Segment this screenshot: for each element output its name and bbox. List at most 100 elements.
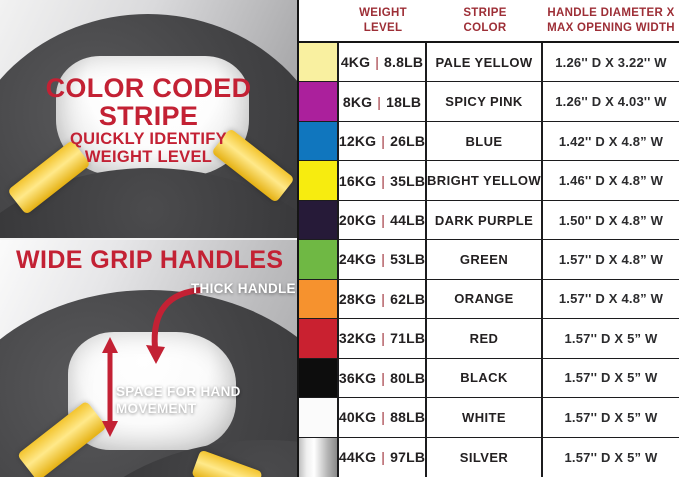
handle-dimensions: 1.26'' D X 4.03'' W: [555, 94, 667, 110]
header-line: MAX OPENING WIDTH: [547, 21, 675, 34]
handle-dimensions: 1.57'' D X 5” W: [564, 449, 658, 465]
weight-separator: |: [381, 133, 386, 150]
weight-lb: 80LB: [390, 369, 426, 386]
handle-dimensions: 1.26'' D X 3.22'' W: [555, 54, 667, 70]
weight-kg: 28KG: [338, 290, 377, 307]
caption-subtitle-line2: WEIGHT LEVEL: [84, 148, 213, 167]
table-row: 44KG | 97LB SILVER 1.57'' D X 5” W: [299, 437, 679, 477]
wide-grip-title: WIDE GRIP HANDLES: [16, 246, 284, 274]
stripe-swatch: [299, 358, 339, 398]
header-line: COLOR: [463, 21, 507, 34]
space-label-line2: MOVEMENT: [116, 400, 197, 416]
stripe-swatch: [299, 398, 339, 437]
weight-level-cell: 36KG | 80LB: [338, 358, 427, 398]
stripe-swatch: [299, 437, 339, 477]
header-line: WEIGHT: [359, 7, 407, 20]
table-row: 32KG | 71LB RED 1.57'' D X 5” W: [299, 319, 679, 359]
table-row: 28KG | 62LB ORANGE 1.57'' D X 4.8” W: [299, 279, 679, 320]
stripe-swatch: [299, 82, 339, 121]
weight-level-cell: 20KG | 44LB: [338, 200, 427, 240]
table-body: 4KG | 8.8LB PALE YELLOW 1.26'' D X 3.22'…: [299, 43, 679, 477]
weight-lb: 18LB: [386, 93, 422, 110]
weight-kg: 16KG: [338, 172, 377, 189]
stripe-swatch: [299, 279, 339, 319]
stripe-color-name: BLUE: [427, 121, 543, 161]
table-row: 36KG | 80LB BLACK 1.57'' D X 5” W: [299, 358, 679, 399]
spec-table: WEIGHT LEVEL STRIPE COLOR HANDLE DIAMETE…: [297, 0, 679, 477]
caption-subtitle-line1: QUICKLY IDENTIFY: [70, 130, 227, 149]
handle-dimensions: 1.57'' D X 4.8” W: [558, 251, 664, 267]
header-stripe-color: STRIPE COLOR: [427, 6, 543, 34]
weight-kg: 36KG: [338, 369, 377, 386]
header-weight-level: WEIGHT LEVEL: [339, 6, 427, 34]
weight-level-cell: 44KG | 97LB: [338, 437, 427, 477]
table-row: 16KG | 35LB BRIGHT YELLOW 1.46'' D X 4.8…: [299, 161, 679, 201]
weight-lb: 53LB: [390, 251, 426, 268]
color-coded-caption: COLOR CODED STRIPE QUICKLY IDENTIFY WEIG…: [0, 74, 297, 166]
stripe-color-name: DARK PURPLE: [427, 200, 543, 240]
weight-separator: |: [375, 54, 380, 71]
weight-separator: |: [381, 290, 386, 307]
weight-lb: 62LB: [390, 290, 426, 307]
weight-lb: 97LB: [390, 449, 426, 466]
header-line: STRIPE: [463, 7, 507, 20]
handle-dimensions: 1.42'' D X 4.8” W: [558, 133, 664, 149]
weight-level-cell: 24KG | 53LB: [338, 240, 427, 279]
weight-separator: |: [381, 409, 386, 426]
weight-separator: |: [381, 251, 386, 268]
kettlebell-photo-color-coded: COLOR CODED STRIPE QUICKLY IDENTIFY WEIG…: [0, 0, 297, 238]
thick-handle-label: THICK HANDLE: [191, 281, 296, 296]
weight-kg: 24KG: [338, 251, 377, 268]
weight-level-cell: 32KG | 71LB: [338, 319, 427, 358]
stripe-color-name: GREEN: [427, 240, 543, 279]
stripe-color-name: SPICY PINK: [427, 82, 543, 121]
space-label-line1: SPACE FOR HAND: [116, 384, 241, 399]
kettlebell-photo-wide-grip: WIDE GRIP HANDLES THICK HANDLE SPACE FOR…: [0, 238, 297, 477]
table-row: 40KG | 88LB WHITE 1.57'' D X 5” W: [299, 398, 679, 438]
weight-lb: 88LB: [390, 409, 426, 426]
weight-lb: 26LB: [390, 133, 426, 150]
weight-kg: 44KG: [338, 449, 377, 466]
weight-level-cell: 8KG | 18LB: [339, 82, 427, 121]
weight-kg: 4KG: [340, 54, 371, 71]
table-row: 24KG | 53LB GREEN 1.57'' D X 4.8” W: [299, 240, 679, 280]
weight-kg: 40KG: [338, 409, 377, 426]
weight-level-cell: 12KG | 26LB: [338, 121, 427, 161]
header-handle-diameter: HANDLE DIAMETER X MAX OPENING WIDTH: [543, 6, 679, 34]
stripe-color-name: PALE YELLOW: [427, 43, 543, 82]
weight-kg: 32KG: [338, 330, 377, 347]
stripe-color-name: ORANGE: [427, 279, 543, 319]
weight-kg: 12KG: [338, 133, 377, 150]
stripe-color-name: BLACK: [427, 358, 543, 398]
stripe-color-name: SILVER: [427, 437, 543, 477]
weight-kg: 20KG: [338, 212, 377, 229]
table-header-row: WEIGHT LEVEL STRIPE COLOR HANDLE DIAMETE…: [299, 0, 679, 43]
stripe-swatch: [299, 43, 339, 82]
weight-lb: 35LB: [390, 172, 426, 189]
handle-dimensions: 1.57'' D X 4.8” W: [558, 291, 664, 307]
weight-separator: |: [381, 449, 386, 466]
space-for-hand-label: SPACE FOR HAND MOVEMENT: [116, 384, 241, 418]
weight-level-cell: 40KG | 88LB: [338, 398, 427, 437]
stripe-swatch: [299, 240, 339, 279]
header-line: LEVEL: [363, 21, 403, 34]
header-line: HANDLE DIAMETER X: [547, 7, 675, 20]
handle-dimensions: 1.50'' D X 4.8” W: [558, 212, 664, 228]
table-row: 4KG | 8.8LB PALE YELLOW 1.26'' D X 3.22'…: [299, 43, 679, 83]
stripe-color-name: WHITE: [427, 398, 543, 437]
stripe-swatch: [299, 319, 339, 358]
weight-level-cell: 16KG | 35LB: [338, 161, 427, 200]
weight-level-cell: 4KG | 8.8LB: [339, 43, 427, 82]
stripe-color-name: RED: [427, 319, 543, 358]
weight-level-cell: 28KG | 62LB: [338, 279, 427, 319]
stripe-swatch: [299, 121, 339, 161]
weight-lb: 8.8LB: [384, 54, 424, 71]
weight-separator: |: [381, 369, 386, 386]
caption-title-line2: STRIPE: [98, 101, 199, 132]
weight-separator: |: [381, 212, 386, 229]
handle-dimensions: 1.57'' D X 5” W: [564, 370, 658, 386]
handle-dimensions: 1.57'' D X 5” W: [564, 330, 658, 346]
weight-lb: 71LB: [390, 330, 426, 347]
weight-separator: |: [381, 172, 386, 189]
